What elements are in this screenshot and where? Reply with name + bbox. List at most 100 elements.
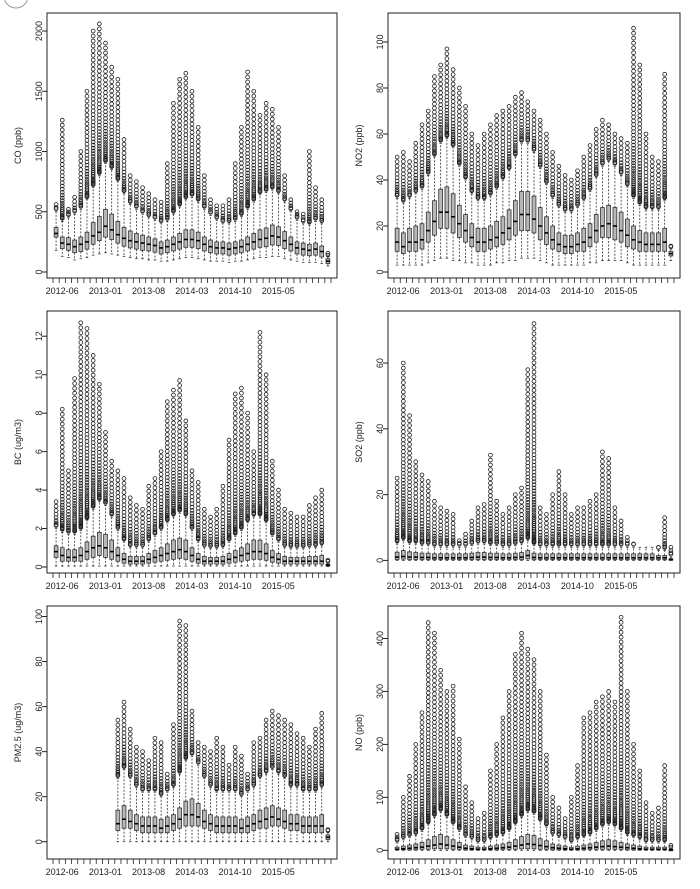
outlier-point: [463, 135, 468, 140]
outlier-point: [59, 145, 65, 151]
outlier-point: [177, 180, 182, 186]
outlier-point: [263, 401, 269, 407]
outlier-point: [97, 59, 102, 65]
outlier-point: [134, 520, 139, 526]
outlier-point: [245, 158, 250, 163]
outlier-point: [84, 499, 90, 504]
outlier-point: [457, 152, 462, 158]
outlier-point: [245, 181, 250, 187]
outlier-point: [177, 437, 182, 442]
outlier-point: [270, 166, 275, 172]
outlier-point: [631, 50, 636, 56]
outlier-point: [313, 204, 318, 210]
outlier-point: [195, 480, 201, 485]
x-tick-label: 2015-05: [604, 286, 637, 296]
outlier-point: [245, 116, 250, 121]
outlier-point: [78, 465, 84, 471]
outlier-point: [544, 516, 549, 522]
outlier-point: [239, 194, 244, 200]
outlier-point: [171, 105, 176, 111]
outlier-point: [97, 401, 102, 406]
outlier-point: [438, 77, 443, 82]
box-body: [612, 207, 618, 241]
outlier-point: [195, 130, 201, 135]
outlier-point: [232, 175, 238, 180]
y-tick-label: 0: [375, 558, 385, 563]
outlier-point: [307, 180, 312, 185]
outlier-point: [537, 522, 543, 528]
outlier-point: [544, 131, 549, 137]
outlier-point: [488, 189, 493, 194]
outlier-point: [195, 160, 201, 166]
outlier-point: [656, 159, 661, 164]
outlier-point: [257, 187, 263, 192]
outlier-point: [127, 512, 133, 518]
outlier-point: [562, 514, 568, 520]
outlier-point: [506, 118, 512, 123]
outlier-point: [432, 143, 437, 149]
outlier-point: [525, 432, 531, 438]
y-tick-label: 2000: [34, 21, 44, 41]
box-body: [593, 214, 599, 243]
outlier-point: [158, 472, 164, 477]
outlier-point: [183, 94, 189, 100]
outlier-point: [158, 215, 164, 221]
outlier-point: [164, 423, 170, 428]
box-36: [269, 458, 275, 567]
outlier-point: [662, 166, 667, 172]
outlier-point: [103, 464, 108, 470]
outlier-point: [59, 435, 65, 441]
outlier-point: [239, 461, 244, 466]
outlier-point: [537, 155, 543, 160]
outlier-point: [189, 179, 195, 184]
box-14: [475, 143, 481, 266]
outlier-point: [90, 460, 96, 466]
box-13: [469, 131, 475, 264]
outlier-point: [121, 494, 127, 499]
outlier-point: [457, 139, 462, 144]
outlier-point: [84, 369, 90, 375]
outlier-point: [481, 519, 487, 525]
outlier-point: [97, 157, 102, 163]
outlier-point: [164, 204, 170, 209]
outlier-point: [146, 208, 152, 213]
outlier-point: [631, 118, 636, 124]
outlier-point: [90, 454, 96, 459]
outlier-point: [90, 175, 96, 181]
outlier-point: [146, 498, 152, 503]
outlier-point: [307, 163, 312, 168]
outlier-point: [300, 523, 306, 528]
outlier-point: [66, 509, 71, 514]
box-12: [121, 137, 127, 257]
outlier-point: [171, 392, 176, 398]
box-9: [444, 508, 450, 561]
outlier-point: [407, 483, 412, 488]
outlier-point: [171, 145, 176, 151]
outlier-point: [469, 177, 475, 182]
outlier-point: [72, 418, 77, 424]
outlier-point: [103, 434, 108, 440]
outlier-point: [407, 159, 412, 164]
outlier-point: [394, 154, 400, 160]
outlier-point: [270, 494, 275, 500]
outlier-point: [90, 395, 96, 401]
outlier-point: [257, 411, 263, 417]
outlier-point: [171, 137, 176, 143]
outlier-point: [488, 462, 493, 468]
outlier-point: [525, 464, 531, 469]
outlier-point: [189, 482, 195, 487]
outlier-point: [432, 498, 437, 504]
outlier-point: [121, 178, 127, 184]
outlier-point: [208, 197, 213, 203]
outlier-point: [525, 436, 531, 442]
outlier-point: [239, 125, 244, 130]
outlier-point: [556, 478, 562, 484]
outlier-point: [656, 194, 661, 199]
outlier-point: [257, 344, 263, 350]
outlier-point: [631, 175, 636, 181]
outlier-point: [177, 86, 182, 92]
outlier-point: [288, 203, 294, 209]
outlier-point: [307, 149, 312, 154]
box-30: [232, 161, 238, 262]
outlier-point: [214, 524, 220, 529]
